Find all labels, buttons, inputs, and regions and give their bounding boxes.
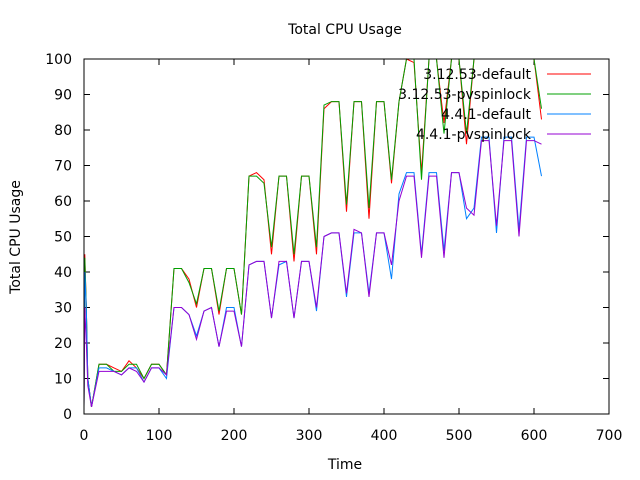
series-line-3 [83,136,542,407]
legend: 3.12.53-default 3.12.53-pvspinlock 4.4.1-d… [398,67,591,143]
series-lines [83,58,542,408]
y-tick-label: 10 [54,372,72,388]
chart-title: Total CPU Usage [287,22,402,38]
x-tick-label: 300 [296,428,323,444]
y-tick-label: 50 [54,230,72,246]
legend-label: 4.4.1-pvspinlock [416,127,532,143]
x-tick-label: 700 [596,428,623,444]
x-tick-label: 600 [521,428,548,444]
series-line-2 [83,58,542,407]
x-tick-label: 200 [221,428,248,444]
y-tick-label: 90 [54,88,72,104]
x-axis-label: Time [327,457,362,473]
legend-label: 3.12.53-pvspinlock [398,87,532,103]
y-tick-label: 0 [63,407,72,423]
y-tick-label: 70 [54,159,72,175]
y-tick-label: 40 [54,265,72,281]
y-tick-label: 20 [54,336,72,352]
x-tick-label: 400 [371,428,398,444]
y-tick-label: 60 [54,194,72,210]
legend-label: 4.4.1-default [441,107,531,123]
y-tick-label: 100 [45,52,72,68]
series-line-4 [83,140,542,408]
plot-frame [83,58,610,415]
y-tick-label: 80 [54,123,72,139]
x-tick-label: 100 [146,428,173,444]
x-tick-label: 0 [80,428,89,444]
y-axis-label: Total CPU Usage [8,180,24,295]
x-tick-label: 500 [446,428,473,444]
y-tick-label: 30 [54,301,72,317]
axes: 0 10 20 30 40 50 60 70 80 90 100 0 100 200 300 400 500 60… [45,52,622,444]
legend-label: 3.12.53-default [423,67,531,83]
